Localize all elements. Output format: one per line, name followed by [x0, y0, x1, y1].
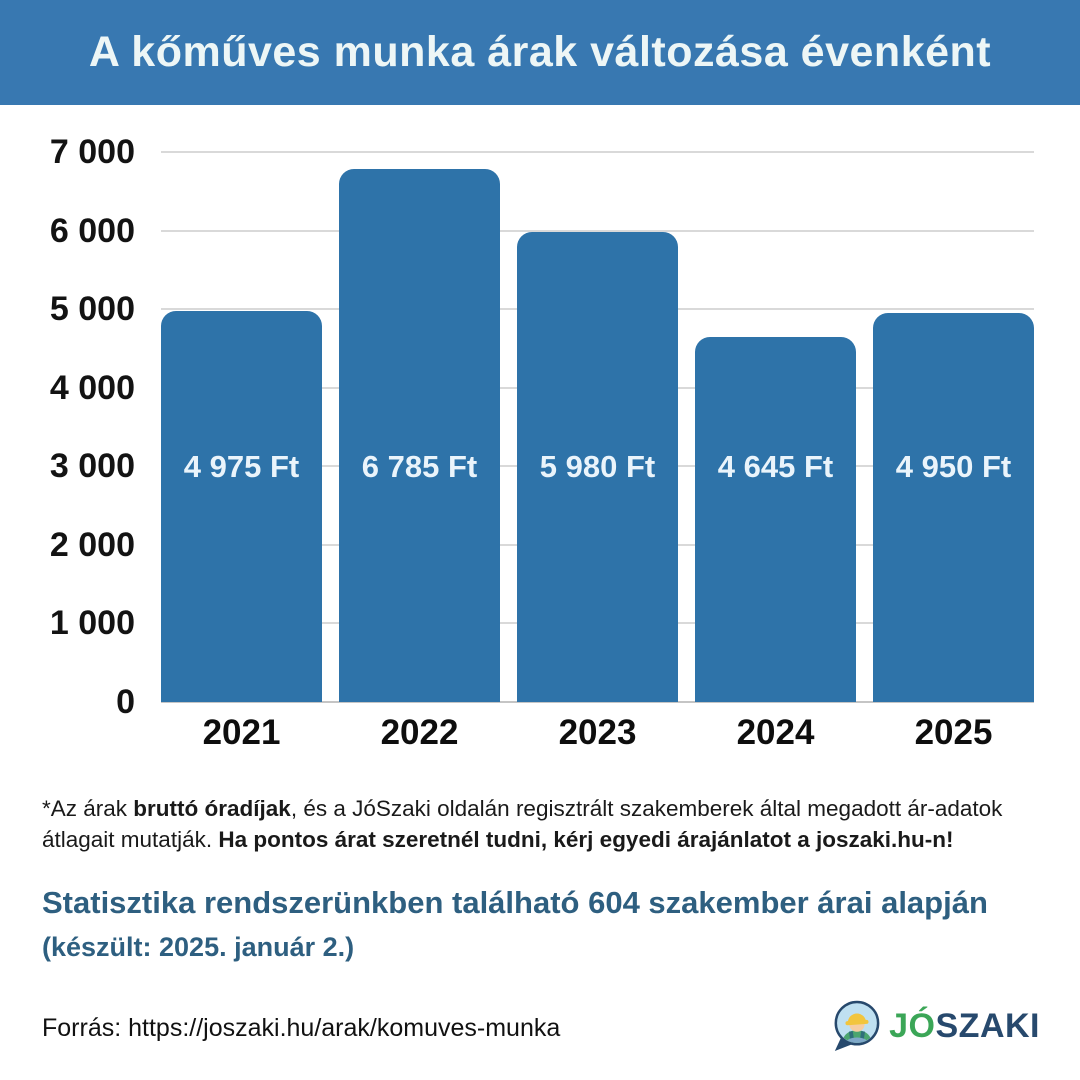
y-axis-tick-label: 7 000 [49, 133, 135, 171]
footnote-bold1: bruttó óradíjak [133, 796, 291, 821]
joszaki-logo: JÓSZAKI [831, 998, 1040, 1054]
bar: 4 975 Ft [161, 311, 322, 702]
source-text: Forrás: https://joszaki.hu/arak/komuves-… [42, 1014, 561, 1042]
x-axis-label: 2022 [380, 713, 459, 752]
gridline [161, 701, 1034, 703]
y-axis-tick-label: 1 000 [49, 604, 135, 643]
y-axis-tick-label: 6 000 [49, 211, 135, 250]
y-axis-tick-label: 4 000 [49, 368, 135, 407]
x-axis-label: 2025 [914, 713, 993, 752]
bar-value-label: 4 950 Ft [895, 449, 1012, 484]
bar-group: 4 975 Ft 2021 [161, 152, 322, 750]
joszaki-wordmark: JÓSZAKI [889, 1009, 1040, 1043]
statistics-line1: Statisztika rendszerünkben található 604… [42, 885, 988, 920]
gridline [161, 229, 1034, 232]
bar-group: 6 785 Ft 2022 [339, 152, 500, 750]
bar-value-label: 5 980 Ft [539, 449, 656, 484]
bar: 5 980 Ft [517, 232, 678, 702]
bar-value-label: 6 785 Ft [361, 449, 478, 484]
statistics-note: Statisztika rendszerünkben található 604… [42, 885, 1042, 962]
bar-group: 5 980 Ft 2023 [517, 152, 678, 750]
y-axis-tick-label: 3 000 [49, 447, 135, 486]
footnote-part1: *Az árak [42, 796, 134, 821]
bar: 4 645 Ft [695, 337, 856, 702]
header-banner: A kőműves munka árak változása évenként [0, 0, 1080, 105]
y-axis-tick-label: 5 000 [49, 290, 135, 329]
x-axis-label: 2021 [202, 713, 281, 752]
x-axis-label: 2023 [558, 713, 637, 752]
footnote-text: *Az árak bruttó óradíjak, és a JóSzaki o… [42, 793, 1047, 855]
worker-avatar-icon [834, 1000, 880, 1051]
bar-value-label: 4 645 Ft [717, 449, 834, 484]
bars-layer: 4 975 Ft 2021 6 785 Ft 2022 5 980 Ft 2023 4 64… [161, 152, 1034, 750]
wordmark-szaki: SZAKI [935, 1007, 1040, 1045]
bar: 6 785 Ft [339, 168, 500, 702]
footnote-bold2: Ha pontos árat szeretnél tudni, kérj egy… [218, 827, 954, 852]
wordmark-jo: JÓ [889, 1007, 936, 1045]
x-axis-label: 2024 [736, 713, 815, 752]
gridline [161, 151, 1034, 153]
bar-group: 4 950 Ft 2025 [873, 152, 1034, 750]
bar-chart: 7 000 6 000 5 000 4 000 3 000 2 000 1 000 0 4 9… [50, 135, 1034, 750]
y-axis-tick-label: 2 000 [49, 525, 135, 564]
bar-value-label: 4 975 Ft [183, 449, 300, 484]
statistics-line2: (készült: 2025. január 2.) [42, 931, 355, 962]
bar-group: 4 645 Ft 2024 [695, 152, 856, 750]
y-axis-tick-label: 0 [116, 683, 135, 721]
footnote-part2: , és a JóSzaki oldalán regisztrált szake… [42, 796, 1003, 852]
page-title: A kőműves munka árak változása évenként [88, 28, 992, 76]
bar: 4 950 Ft [873, 313, 1034, 702]
